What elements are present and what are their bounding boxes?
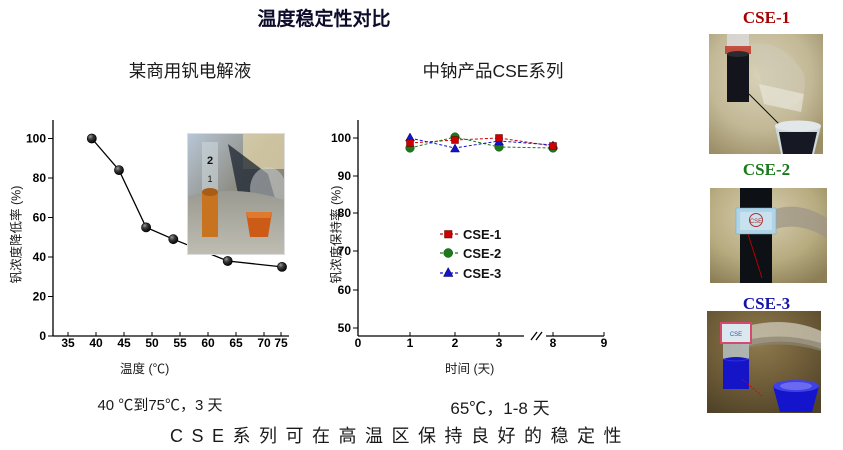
svg-text:55: 55 <box>173 336 187 348</box>
svg-text:8: 8 <box>550 336 557 348</box>
svg-text:CSE-1: CSE-1 <box>463 227 501 242</box>
svg-text:35: 35 <box>61 336 75 348</box>
svg-text:50: 50 <box>145 336 159 348</box>
svg-text:40: 40 <box>89 336 103 348</box>
svg-text:2: 2 <box>452 336 459 348</box>
svg-text:CSE-3: CSE-3 <box>463 266 501 281</box>
svg-text:CSE: CSE <box>730 332 742 338</box>
svg-text:70: 70 <box>257 336 271 348</box>
svg-text:60: 60 <box>201 336 215 348</box>
svg-text:1: 1 <box>407 336 414 348</box>
svg-text:80: 80 <box>33 171 47 185</box>
svg-text:100: 100 <box>26 132 46 146</box>
svg-text:3: 3 <box>496 336 503 348</box>
svg-text:60: 60 <box>33 211 47 225</box>
svg-text:CSE: CSE <box>750 219 762 225</box>
svg-text:75: 75 <box>274 336 288 348</box>
svg-text:9: 9 <box>601 336 608 348</box>
svg-text:2: 2 <box>207 155 213 167</box>
svg-text:CSE-2: CSE-2 <box>463 246 501 261</box>
svg-text:0: 0 <box>39 329 46 343</box>
svg-text:1: 1 <box>207 174 212 184</box>
svg-text:65: 65 <box>229 336 243 348</box>
svg-text:0: 0 <box>355 336 362 348</box>
svg-text:45: 45 <box>117 336 131 348</box>
svg-text:20: 20 <box>33 290 47 304</box>
svg-text:40: 40 <box>33 250 47 264</box>
